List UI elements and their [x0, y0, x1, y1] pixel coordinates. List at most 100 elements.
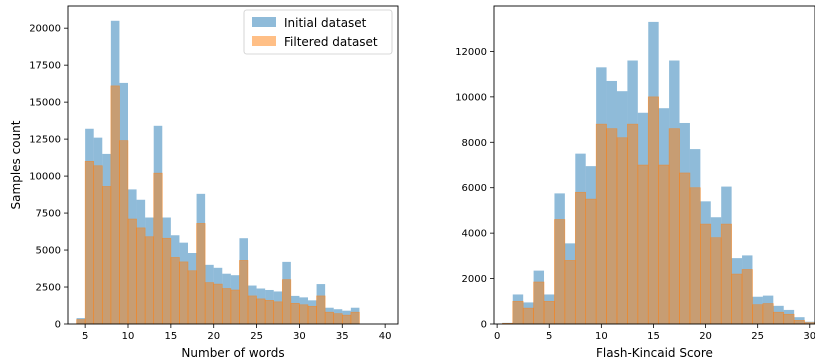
left-bar [196, 223, 206, 325]
right-bar [512, 300, 524, 325]
right-bar [752, 304, 764, 325]
left-bar [230, 289, 240, 325]
right-x-tick-label: 15 [647, 331, 660, 342]
left-bar [281, 279, 292, 325]
left-x-tick-label: 40 [379, 331, 392, 342]
left-bar [264, 300, 275, 325]
left-y-tick-label: 0 [55, 320, 61, 331]
right-bar [762, 303, 774, 325]
left-bar [119, 140, 129, 325]
right-y-tick-label: 0 [481, 320, 487, 331]
left-bar [273, 301, 283, 325]
left-bar [239, 260, 249, 325]
left-y-axis-label: Samples count [9, 120, 23, 209]
right-bar [741, 269, 753, 325]
right-bar [720, 223, 732, 325]
right-bar [637, 164, 649, 325]
right-bar [658, 164, 670, 325]
right-x-tick-label: 20 [699, 331, 712, 342]
left-bar [316, 295, 326, 325]
left-bar [350, 311, 360, 325]
left-x-tick-label: 10 [122, 331, 135, 342]
left-bar [153, 172, 163, 325]
right-bar [533, 281, 545, 325]
right-x-tick-label: 10 [595, 331, 608, 342]
left-x-tick-label: 35 [336, 331, 349, 342]
left-bar [187, 270, 197, 325]
right-bar [710, 237, 722, 325]
right-bar [574, 191, 587, 325]
left-x-axis-label: Number of words [181, 346, 284, 360]
right-bar [731, 273, 743, 325]
left-bar [127, 218, 137, 325]
left-bar [324, 311, 335, 325]
left-y-tick-label: 12500 [29, 135, 61, 146]
left-x-tick-label: 15 [164, 331, 177, 342]
right-bar [564, 260, 576, 325]
left-x-tick-label: 5 [82, 331, 88, 342]
left-bar [247, 295, 257, 325]
left-bar [307, 305, 317, 325]
right-plot-area [502, 21, 815, 325]
left-bar [179, 261, 189, 325]
right-bar [522, 307, 534, 325]
left-bar [333, 313, 343, 325]
right-bar [606, 128, 618, 325]
right-x-tick-label: 5 [546, 331, 552, 342]
flesch-kincaid-histogram-panel: 0 5 10 15 20 25 30 0 2000 4000 6000 8000 10000 12000 F… [455, 5, 815, 360]
right-x-axis-label: Flash-Kincaid Score [596, 346, 713, 360]
right-y-tick-label: 12000 [455, 47, 487, 58]
right-bar [627, 123, 639, 325]
left-bar [136, 227, 146, 325]
left-bar [76, 319, 86, 325]
right-bar [700, 223, 712, 325]
right-bar [793, 320, 805, 325]
left-y-tick-label: 15000 [29, 98, 61, 109]
right-bar [595, 123, 607, 325]
left-bar [110, 85, 120, 325]
right-bar [647, 96, 659, 325]
right-bar [554, 219, 566, 325]
legend-swatch-initial [252, 17, 276, 27]
right-bar [585, 198, 597, 325]
right-bar [543, 300, 555, 325]
right-y-tick-label: 10000 [455, 92, 487, 103]
right-x-tick-label: 0 [494, 331, 500, 342]
left-axes-frame [67, 5, 399, 325]
left-bar [290, 302, 300, 325]
right-x-tick-label: 30 [803, 331, 815, 342]
legend-swatch-filtered [252, 36, 276, 46]
legend-label-filtered: Filtered dataset [284, 35, 378, 49]
left-bar [101, 186, 112, 325]
legend-label-initial: Initial dataset [284, 16, 367, 30]
left-bar [93, 165, 103, 325]
left-x-tick-label: 30 [293, 331, 306, 342]
right-y-tick-label: 8000 [462, 138, 487, 149]
right-y-tick-label: 2000 [462, 274, 487, 285]
left-bar [213, 283, 223, 325]
left-x-tick-label: 25 [250, 331, 263, 342]
left-series-filtered [76, 85, 360, 325]
left-y-tick-label: 5000 [36, 246, 61, 257]
left-bar [84, 161, 95, 325]
right-bar [689, 187, 701, 325]
left-plot-area [76, 20, 360, 325]
legend: Initial dataset Filtered dataset [243, 9, 393, 55]
right-y-tick-label: 4000 [462, 229, 487, 240]
left-bar [170, 257, 180, 325]
left-y-tick-label: 2500 [36, 283, 61, 294]
word-count-histogram-panel: 5 10 15 20 25 30 35 40 0 2500 5000 7500 10000 12500 15… [9, 5, 399, 360]
right-x-tick-label: 25 [751, 331, 764, 342]
left-bar [256, 298, 266, 325]
legend-box [243, 9, 393, 55]
left-bar [204, 282, 215, 325]
left-bar [299, 304, 309, 325]
right-axes-frame [493, 5, 815, 325]
right-series-filtered [502, 96, 815, 325]
left-y-tick-label: 10000 [29, 172, 61, 183]
left-y-tick-label: 20000 [29, 24, 61, 35]
left-bar [144, 236, 155, 325]
right-bar [783, 313, 795, 325]
right-bar [773, 311, 785, 325]
